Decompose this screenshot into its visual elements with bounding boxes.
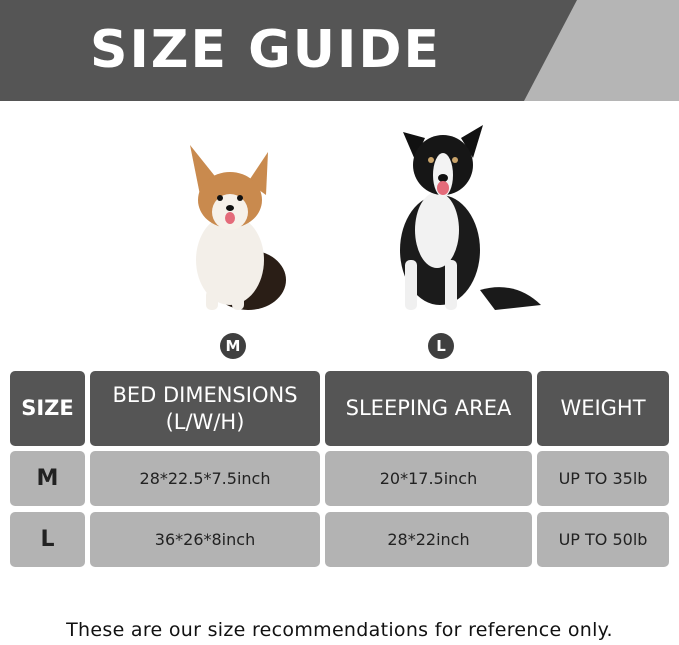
header-bed-dimensions: BED DIMENSIONS (L/W/H) <box>90 371 320 446</box>
row-m-weight: UP TO 35lb <box>537 451 669 506</box>
page-title: SIZE GUIDE <box>90 20 442 80</box>
row-m-size: M <box>10 451 85 506</box>
footer-note: These are our size recommendations for r… <box>66 619 613 641</box>
border-collie-image <box>400 125 541 310</box>
row-m-sleeping-area: 20*17.5inch <box>325 451 532 506</box>
size-badge-m: M <box>220 333 246 359</box>
row-l-size: L <box>10 512 85 567</box>
header-sleeping-area: SLEEPING AREA <box>325 371 532 446</box>
header-weight: WEIGHT <box>537 371 669 446</box>
row-l-sleeping-area: 28*22inch <box>325 512 532 567</box>
size-badge-l: L <box>428 333 454 359</box>
header-diagonal-accent <box>524 0 679 101</box>
row-m-bed-dimensions: 28*22.5*7.5inch <box>90 451 320 506</box>
row-l-bed-dimensions: 36*26*8inch <box>90 512 320 567</box>
corgi-image <box>190 145 286 310</box>
header-size: SIZE <box>10 371 85 446</box>
row-l-weight: UP TO 50lb <box>537 512 669 567</box>
